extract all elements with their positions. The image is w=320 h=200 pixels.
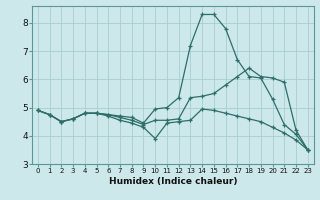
X-axis label: Humidex (Indice chaleur): Humidex (Indice chaleur): [108, 177, 237, 186]
